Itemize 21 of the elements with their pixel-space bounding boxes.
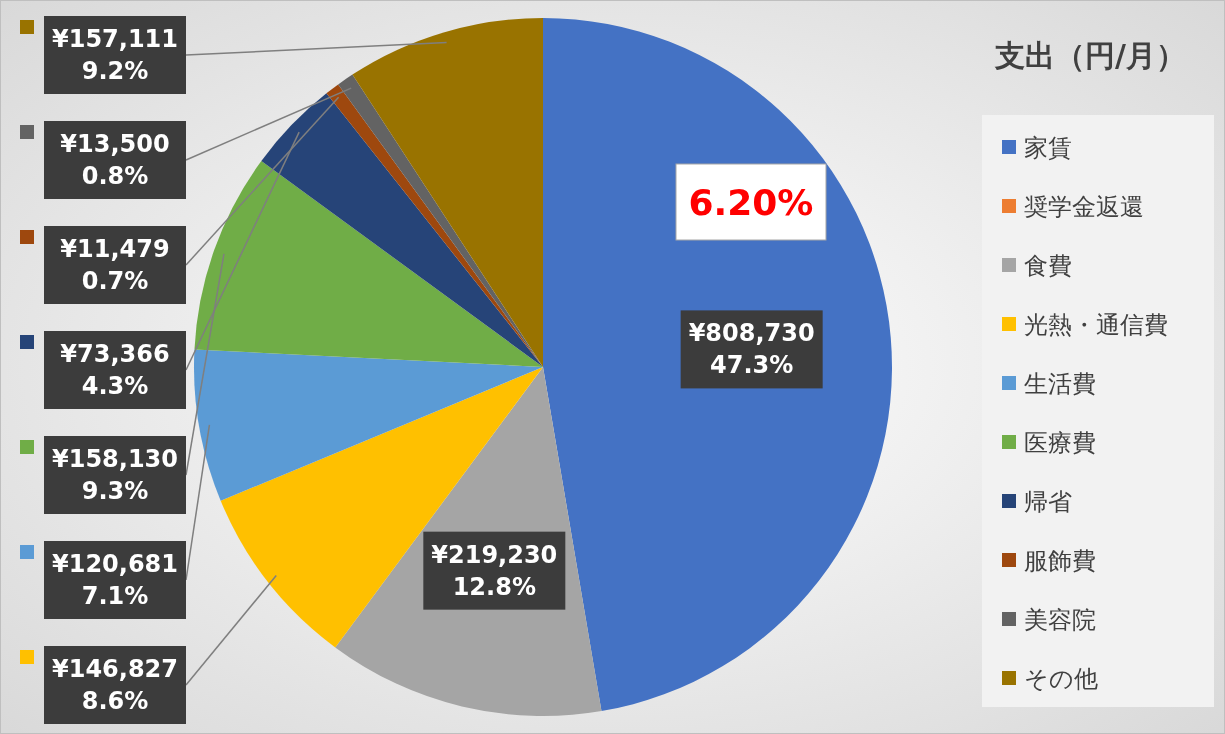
legend-label: 生活費	[1024, 370, 1096, 398]
text: 支出（円/月）	[994, 38, 1186, 73]
legend-label: 奨学金返還	[1024, 193, 1144, 221]
data-label: ¥120,681 7.1%	[51, 550, 179, 610]
legend-label: 医療費	[1024, 429, 1096, 457]
data-label: ¥219,230 12.8%	[431, 540, 558, 601]
legend-label: 美容院	[1024, 606, 1096, 634]
text: 6.20%	[688, 182, 814, 223]
data-label: ¥158,130 9.3%	[51, 445, 179, 505]
legend-label: 帰省	[1024, 488, 1072, 516]
legend-label: 光熱・通信費	[1024, 311, 1168, 339]
data-label: ¥11,479 0.7%	[60, 235, 170, 295]
legend-label: その他	[1024, 665, 1098, 693]
legend-label: 服飾費	[1024, 547, 1096, 575]
data-label: ¥13,500 0.8%	[60, 130, 170, 190]
data-label: ¥146,827 8.6%	[51, 655, 179, 715]
legend-label: 食費	[1024, 252, 1072, 280]
data-label: ¥157,111 9.2%	[51, 25, 179, 85]
data-label: ¥73,366 4.3%	[60, 340, 170, 400]
data-label: ¥808,730 47.3%	[688, 319, 815, 380]
legend-label: 家賃	[1024, 134, 1072, 162]
